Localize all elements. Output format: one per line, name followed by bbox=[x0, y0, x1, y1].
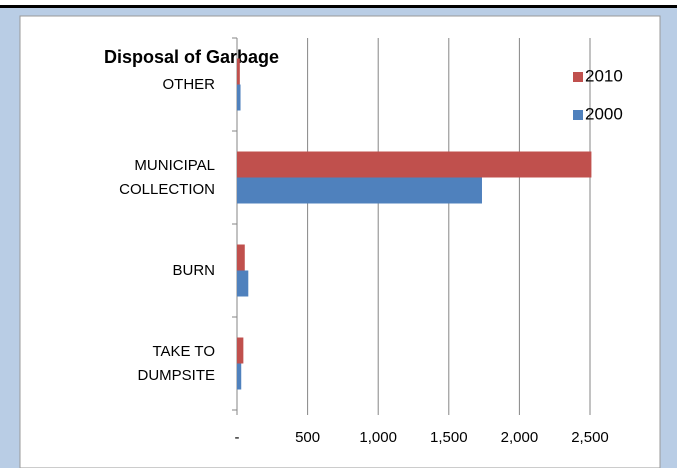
x-tick-label: 2,000 bbox=[501, 429, 539, 446]
x-tick-label: - bbox=[235, 429, 240, 446]
x-tick-label: 2,500 bbox=[571, 429, 609, 446]
bar bbox=[237, 58, 240, 85]
chart-title: Disposal of Garbage bbox=[104, 47, 279, 67]
bar bbox=[237, 244, 245, 271]
chart-area bbox=[19, 15, 661, 468]
bar bbox=[237, 270, 249, 297]
x-tick-label: 1,000 bbox=[359, 429, 397, 446]
bar bbox=[237, 177, 482, 204]
legend-swatch bbox=[573, 110, 583, 120]
bar bbox=[237, 84, 241, 111]
y-tick-label: OTHER bbox=[162, 75, 216, 93]
y-tick-label: MUNICIPAL COLLECTION bbox=[119, 156, 215, 198]
top-border bbox=[0, 5, 677, 8]
bar bbox=[237, 363, 242, 390]
x-tick-label: 1,500 bbox=[430, 429, 468, 446]
legend-label: 2010 bbox=[585, 66, 623, 85]
x-tick-label: 500 bbox=[295, 429, 320, 446]
bar bbox=[237, 337, 244, 364]
bar bbox=[237, 151, 592, 178]
legend-label: 2000 bbox=[585, 104, 623, 123]
y-tick-label: BURN bbox=[172, 261, 215, 279]
legend-swatch bbox=[573, 72, 583, 82]
y-tick-label: TAKE TO DUMPSITE bbox=[137, 342, 215, 384]
